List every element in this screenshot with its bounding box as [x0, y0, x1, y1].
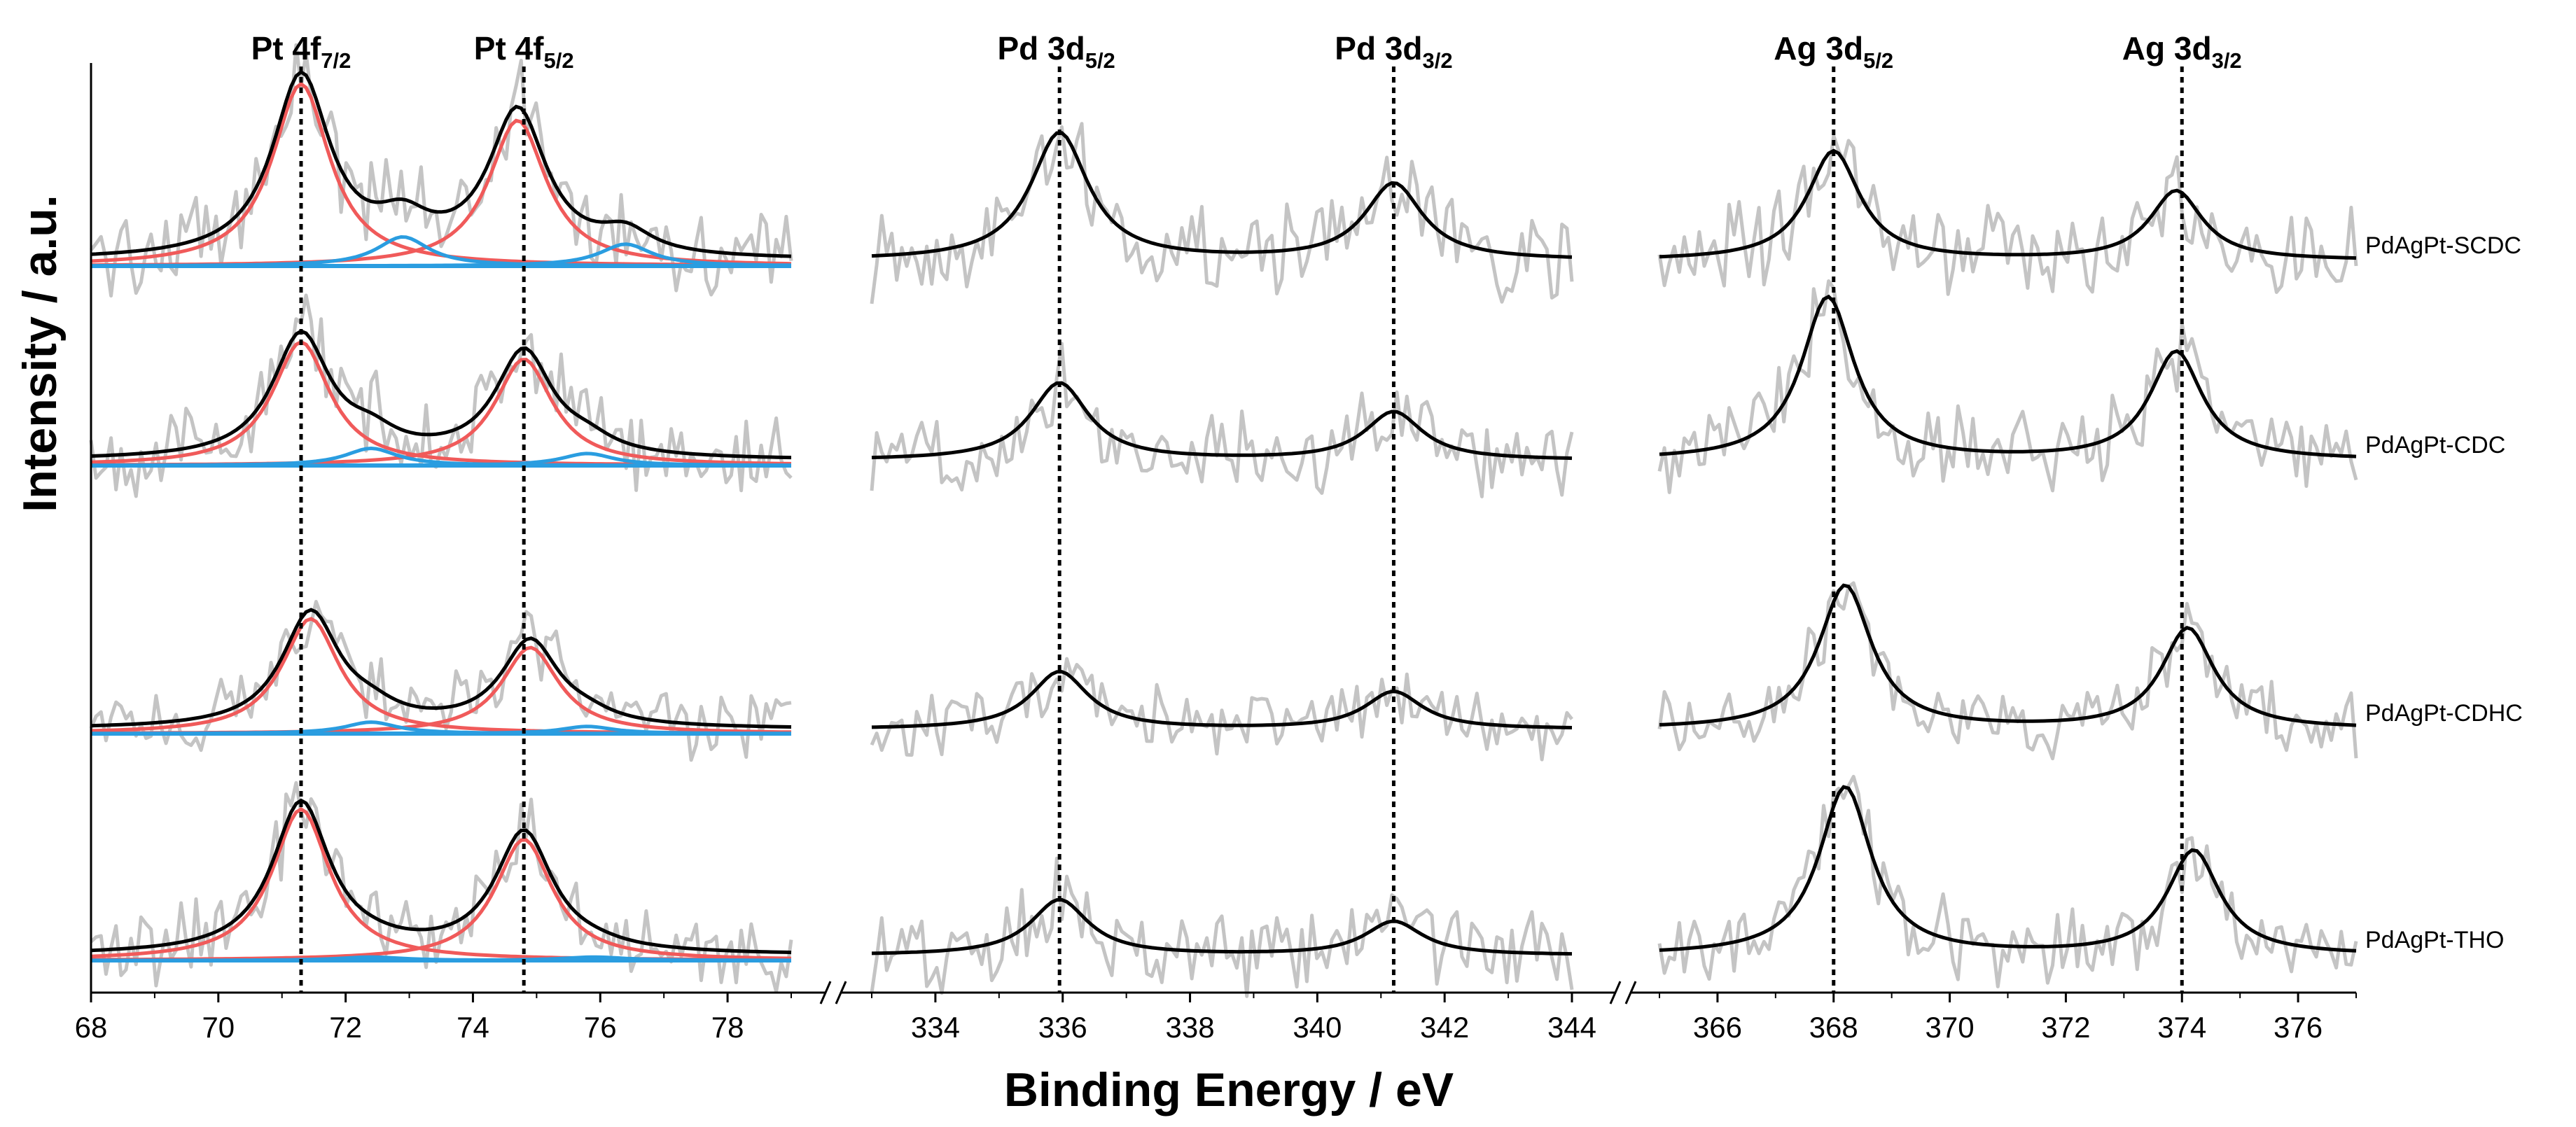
x-tick-label: 372 — [2041, 1011, 2090, 1044]
sample-label: PdAgPt-CDC — [2365, 432, 2505, 458]
spectrum-pd3d-0 — [870, 122, 1574, 304]
x-tick-label: 366 — [1693, 1011, 1742, 1044]
axis-break-mark — [835, 981, 847, 1004]
minor-fit-component — [91, 955, 791, 962]
peak-label: Ag 3d3/2 — [2122, 30, 2242, 73]
raw-spectrum-line — [870, 856, 1574, 998]
panel-ag3d — [1657, 66, 2358, 993]
peak-label: Pt 4f7/2 — [251, 30, 351, 73]
fit-envelope-line — [871, 381, 1573, 461]
fit-envelope-line — [90, 798, 792, 955]
fit-envelope-line — [90, 608, 792, 729]
spectrum-ag3d-0 — [1657, 134, 2358, 296]
x-tick-label: 340 — [1293, 1011, 1342, 1044]
axis-break-gap — [825, 988, 842, 997]
x-tick-label: 368 — [1809, 1011, 1858, 1044]
axis-break-mark — [819, 981, 832, 1004]
minor-fit-component — [91, 242, 792, 268]
spectrum-pd3d-1 — [870, 342, 1574, 498]
plot-area — [89, 43, 2358, 998]
peak-label-main: Pt 4f — [474, 30, 544, 66]
raw-spectrum-line — [870, 342, 1574, 498]
peak-label-subscript: 5/2 — [543, 48, 573, 73]
x-tick-label: 68 — [75, 1011, 108, 1044]
fit-envelope-line — [1659, 148, 2357, 260]
fit-envelope-line — [90, 329, 792, 460]
x-tick-label: 374 — [2157, 1011, 2206, 1044]
fit-envelope-line — [871, 897, 1573, 956]
peak-label-subscript: 5/2 — [1863, 48, 1893, 73]
peak-label-main: Pt 4f — [251, 30, 321, 66]
fit-envelope-line — [1659, 785, 2357, 953]
sample-label: PdAgPt-THO — [2365, 927, 2504, 953]
x-tick-label: 344 — [1547, 1011, 1596, 1044]
axes — [90, 63, 2357, 1004]
raw-spectrum-line — [1657, 279, 2358, 494]
peak-label: Pt 4f5/2 — [474, 30, 574, 73]
x-tick-label: 76 — [584, 1011, 617, 1044]
spectrum-pt4f-0 — [90, 43, 793, 298]
raw-spectrum-line — [90, 43, 793, 298]
spectrum-pd3d-3 — [870, 856, 1574, 998]
x-tick-label: 70 — [202, 1011, 235, 1044]
raw-spectrum-line — [90, 780, 793, 993]
peak-label-main: Pd 3d — [997, 30, 1085, 66]
peak-label-subscript: 3/2 — [1423, 48, 1453, 73]
sample-label: PdAgPt-CDHC — [2365, 700, 2523, 727]
x-tick-label: 370 — [1926, 1011, 1975, 1044]
spectrum-pd3d-2 — [870, 657, 1573, 762]
fit-envelope-line — [90, 69, 792, 258]
fit-envelope-line — [1659, 294, 2357, 458]
sample-label: PdAgPt-SCDC — [2365, 232, 2521, 259]
minor-fit-component — [91, 724, 792, 736]
peak-label-main: Ag 3d — [1774, 30, 1863, 66]
spectrum-pt4f-3 — [90, 780, 793, 993]
fit-envelope-line — [1659, 583, 2357, 727]
peak-label-subscript: 5/2 — [1085, 48, 1115, 73]
x-axis-label: Binding Energy / eV — [1004, 1063, 1454, 1116]
axis-break-gap — [1615, 988, 1631, 997]
spectrum-ag3d-1 — [1657, 279, 2358, 494]
peak-label: Pd 3d5/2 — [997, 30, 1115, 73]
spectrum-ag3d-3 — [1657, 774, 2358, 988]
y-axis-label: Intensity / a.u. — [13, 195, 67, 512]
panel-pt4f — [89, 43, 793, 993]
peak-label: Pd 3d3/2 — [1335, 30, 1452, 73]
raw-spectrum-line — [870, 657, 1573, 762]
x-tick-label: 376 — [2274, 1011, 2323, 1044]
spectrum-pt4f-1 — [89, 293, 793, 498]
x-tick-label: 338 — [1166, 1011, 1215, 1044]
raw-spectrum-line — [1657, 774, 2358, 988]
panel-pd3d — [870, 66, 1574, 998]
minor-fit-component — [91, 451, 791, 468]
axis-break-mark — [1624, 981, 1637, 1004]
x-tick-label: 74 — [457, 1011, 489, 1044]
peak-label: Ag 3d5/2 — [1774, 30, 1893, 73]
spectrum-ag3d-2 — [1657, 581, 2358, 761]
fit-envelope-line — [871, 131, 1573, 259]
peak-label-subscript: 7/2 — [321, 48, 351, 73]
fit-envelope-line — [871, 670, 1573, 729]
x-tick-label: 336 — [1038, 1011, 1087, 1044]
raw-spectrum-line — [1657, 134, 2358, 296]
raw-spectrum-line — [1657, 581, 2358, 761]
x-tick-label: 334 — [911, 1011, 960, 1044]
peak-label-main: Pd 3d — [1335, 30, 1422, 66]
peak-label-subscript: 3/2 — [2212, 48, 2242, 73]
x-tick-label: 342 — [1420, 1011, 1469, 1044]
x-tick-label: 72 — [329, 1011, 362, 1044]
x-tick-label: 78 — [711, 1011, 744, 1044]
axis-break-mark — [1609, 981, 1622, 1004]
spectrum-pt4f-2 — [89, 600, 792, 762]
peak-label-main: Ag 3d — [2122, 30, 2212, 66]
